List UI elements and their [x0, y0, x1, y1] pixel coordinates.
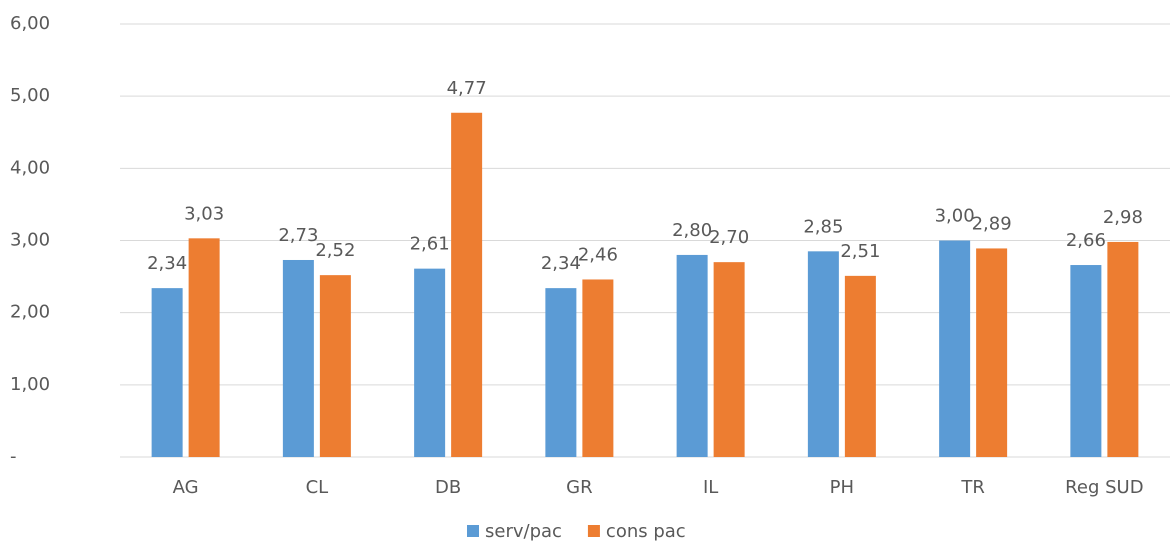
bar — [282, 259, 314, 457]
x-tick-label: CL — [306, 477, 329, 498]
data-label: 2,34 — [541, 253, 581, 274]
y-tick-label: 2,00 — [10, 302, 50, 323]
bar — [676, 254, 708, 457]
data-label: 2,51 — [840, 241, 880, 262]
bar — [451, 112, 483, 457]
bar — [807, 251, 839, 457]
data-label: 2,89 — [972, 213, 1012, 234]
y-tick-label: - — [10, 446, 17, 467]
y-tick-label: 1,00 — [10, 374, 50, 395]
bar — [1070, 265, 1102, 457]
data-label: 2,73 — [278, 225, 318, 246]
bar — [939, 240, 971, 457]
data-label: 4,77 — [447, 78, 487, 99]
bar — [976, 248, 1008, 457]
bar — [1107, 241, 1139, 457]
bar — [319, 275, 351, 457]
x-tick-label: GR — [566, 477, 592, 498]
data-label: 2,34 — [147, 253, 187, 274]
x-tick-label: AG — [173, 477, 199, 498]
bar — [151, 288, 183, 457]
data-label: 3,03 — [184, 203, 224, 224]
x-tick-label: Reg SUD — [1065, 477, 1143, 498]
x-tick-label: DB — [435, 477, 461, 498]
y-tick-label: 4,00 — [10, 157, 50, 178]
data-label: 2,52 — [315, 240, 355, 261]
data-label: 2,80 — [672, 220, 712, 241]
data-label: 2,66 — [1066, 230, 1106, 251]
bar — [545, 288, 577, 457]
data-label: 2,61 — [410, 234, 450, 255]
legend-label: cons pac — [606, 521, 686, 542]
bar — [844, 275, 876, 457]
bar — [188, 238, 220, 457]
x-tick-label: TR — [960, 477, 985, 498]
bar — [414, 268, 446, 457]
bar — [582, 279, 614, 457]
legend-swatch — [587, 525, 600, 537]
legend-swatch — [467, 525, 479, 537]
y-tick-label: 3,00 — [10, 230, 50, 251]
data-label: 3,00 — [935, 206, 975, 227]
legend-label: serv/pac — [485, 521, 562, 542]
x-tick-label: IL — [703, 477, 718, 498]
data-label: 2,85 — [803, 216, 843, 237]
bar — [713, 262, 745, 457]
data-label: 2,98 — [1103, 207, 1143, 228]
data-label: 2,46 — [578, 244, 618, 265]
y-tick-label: 6,00 — [10, 13, 50, 34]
x-tick-label: PH — [830, 477, 854, 498]
data-label: 2,70 — [709, 227, 749, 248]
y-tick-label: 5,00 — [10, 85, 50, 106]
